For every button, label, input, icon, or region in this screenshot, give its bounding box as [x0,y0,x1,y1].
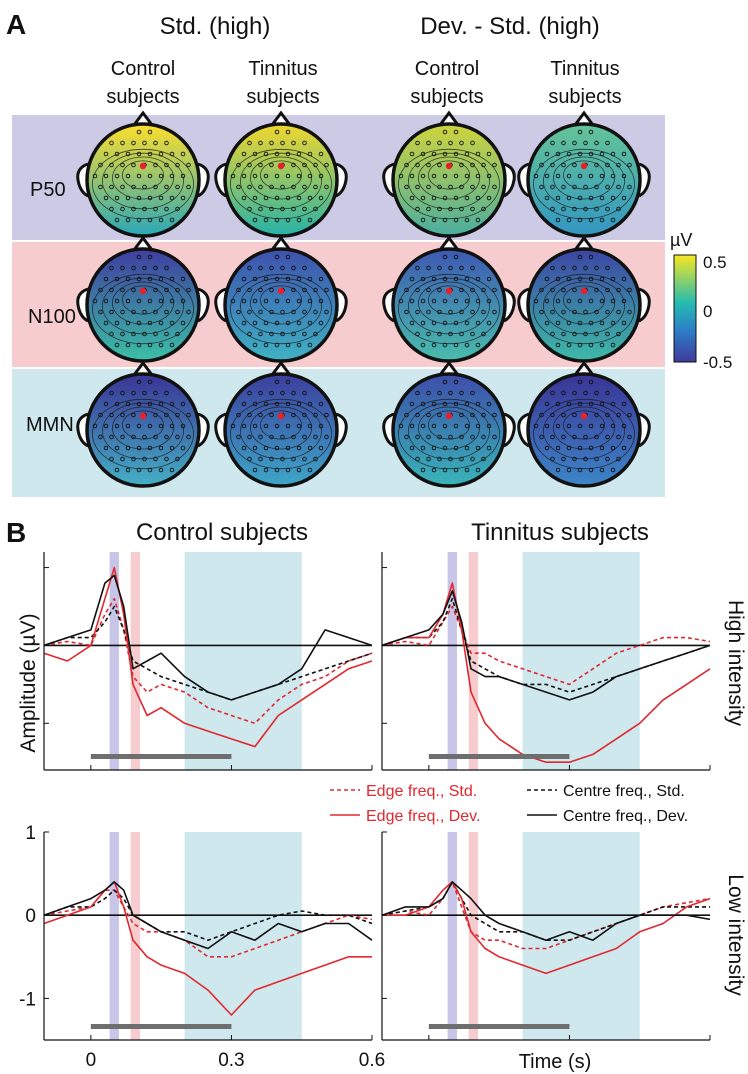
series-centre-freq-std- [43,605,373,701]
series-centre-freq-dev- [43,574,373,701]
stimulus-bar [90,754,232,759]
series-edge-freq-std- [381,605,711,686]
row-label-p50: P50 [30,179,66,201]
reference-electrode-dot [445,412,453,420]
reference-electrode-dot [445,287,453,295]
col-label-4-line2: subjects [548,86,621,108]
series-centre-freq-dev- [43,881,373,950]
panel-b-label: B [6,517,26,548]
colorbar-min: -0.5 [703,353,732,372]
topomap-p50-1 [76,110,210,238]
colorbar [673,254,697,363]
shade-window-3 [522,552,640,770]
shade-window-2 [468,832,479,1040]
series-centre-freq-dev- [381,590,711,701]
topomap-mmn-3 [382,360,516,488]
legend-centre-dev: Centre freq., Dev. [563,808,688,825]
topomap-mmn-4 [517,360,651,488]
col-label-3-line2: subjects [410,86,483,108]
reference-electrode-dot [139,162,147,170]
reference-electrode-dot [277,162,285,170]
series-centre-freq-dev- [381,881,711,942]
col-label-1-line1: Control [111,58,175,80]
topomap-p50-4 [517,110,651,238]
y-tick-label: 1 [25,823,36,844]
legend-centre-std: Centre freq., Std. [563,783,685,800]
ylabel: Amplitude (µV) [17,613,40,752]
legend-edge-std: Edge freq., Std. [366,783,477,800]
series-centre-freq-std- [381,881,710,942]
shade-window-1 [109,552,119,770]
col-title-control: Control subjects [136,519,308,546]
topomap-grid [76,110,651,488]
erp-plots: 1 0 -1 0 0.3 0.6 [19,552,711,1071]
shade-window-1 [447,832,457,1040]
shade-window-2 [468,552,479,770]
row-title-low: Low intensity [724,874,747,996]
topomap-n100-1 [76,235,210,363]
erp-plot-4 [381,831,711,1041]
shade-window-1 [109,832,119,1040]
series-edge-freq-dev- [381,582,711,764]
stimulus-bar [428,754,570,759]
xlabel: Time (s) [519,1051,592,1073]
stimulus-bar [90,1024,232,1029]
col-label-2-line1: Tinnitus [248,58,317,80]
y-tick-label: 0 [25,906,36,927]
erp-plot-1 [43,552,373,771]
topomap-n100-2 [214,235,348,363]
group-title-std: Std. (high) [160,13,271,40]
series-edge-freq-dev- [43,881,372,1016]
topomap-p50-2 [214,110,348,238]
series-edge-freq-dev- [382,881,711,975]
y-tick-label: -1 [19,989,36,1010]
col-title-tinnitus: Tinnitus subjects [471,519,649,546]
stimulus-bar [428,1024,570,1029]
reference-electrode-dot [580,412,588,420]
shade-window-2 [130,552,141,770]
series-edge-freq-dev- [43,566,373,748]
x-tick-label: 0.6 [359,1050,385,1071]
topomap-mmn-2 [214,360,348,488]
row-label-n100: N100 [28,306,76,328]
col-label-1-line2: subjects [106,86,179,108]
shade-window-3 [184,552,302,770]
erp-plot-3: 1 0 -1 0 0.3 0.6 [19,823,385,1071]
col-label-3-line1: Control [415,58,479,80]
reference-electrode-dot [580,287,588,295]
x-tick-label: 0.3 [218,1050,244,1071]
erp-plot-2 [381,552,711,771]
topomap-p50-3 [382,110,516,238]
x-tick-label: 0 [86,1050,97,1071]
shade-window-1 [447,552,457,770]
panel-a-label: A [6,9,26,40]
colorbar-unit: µV [670,230,692,250]
legend-edge-dev: Edge freq., Dev. [366,808,480,825]
col-label-4-line1: Tinnitus [550,58,619,80]
reference-electrode-dot [139,412,147,420]
reference-electrode-dot [445,162,453,170]
topomap-mmn-1 [76,360,210,488]
group-title-dev-std: Dev. - Std. (high) [420,13,600,40]
shade-window-2 [130,832,141,1040]
reference-electrode-dot [277,412,285,420]
colorbar-max: 0.5 [703,253,727,272]
colorbar-mid: 0 [703,302,712,321]
legend: Edge freq., Std. Centre freq., Std. Edge… [330,783,688,825]
col-label-2-line2: subjects [246,86,319,108]
topomap-n100-4 [517,235,651,363]
reference-electrode-dot [139,287,147,295]
row-label-mmn: MMN [26,414,74,436]
reference-electrode-dot [580,162,588,170]
reference-electrode-dot [277,287,285,295]
row-title-high: High intensity [724,600,747,727]
